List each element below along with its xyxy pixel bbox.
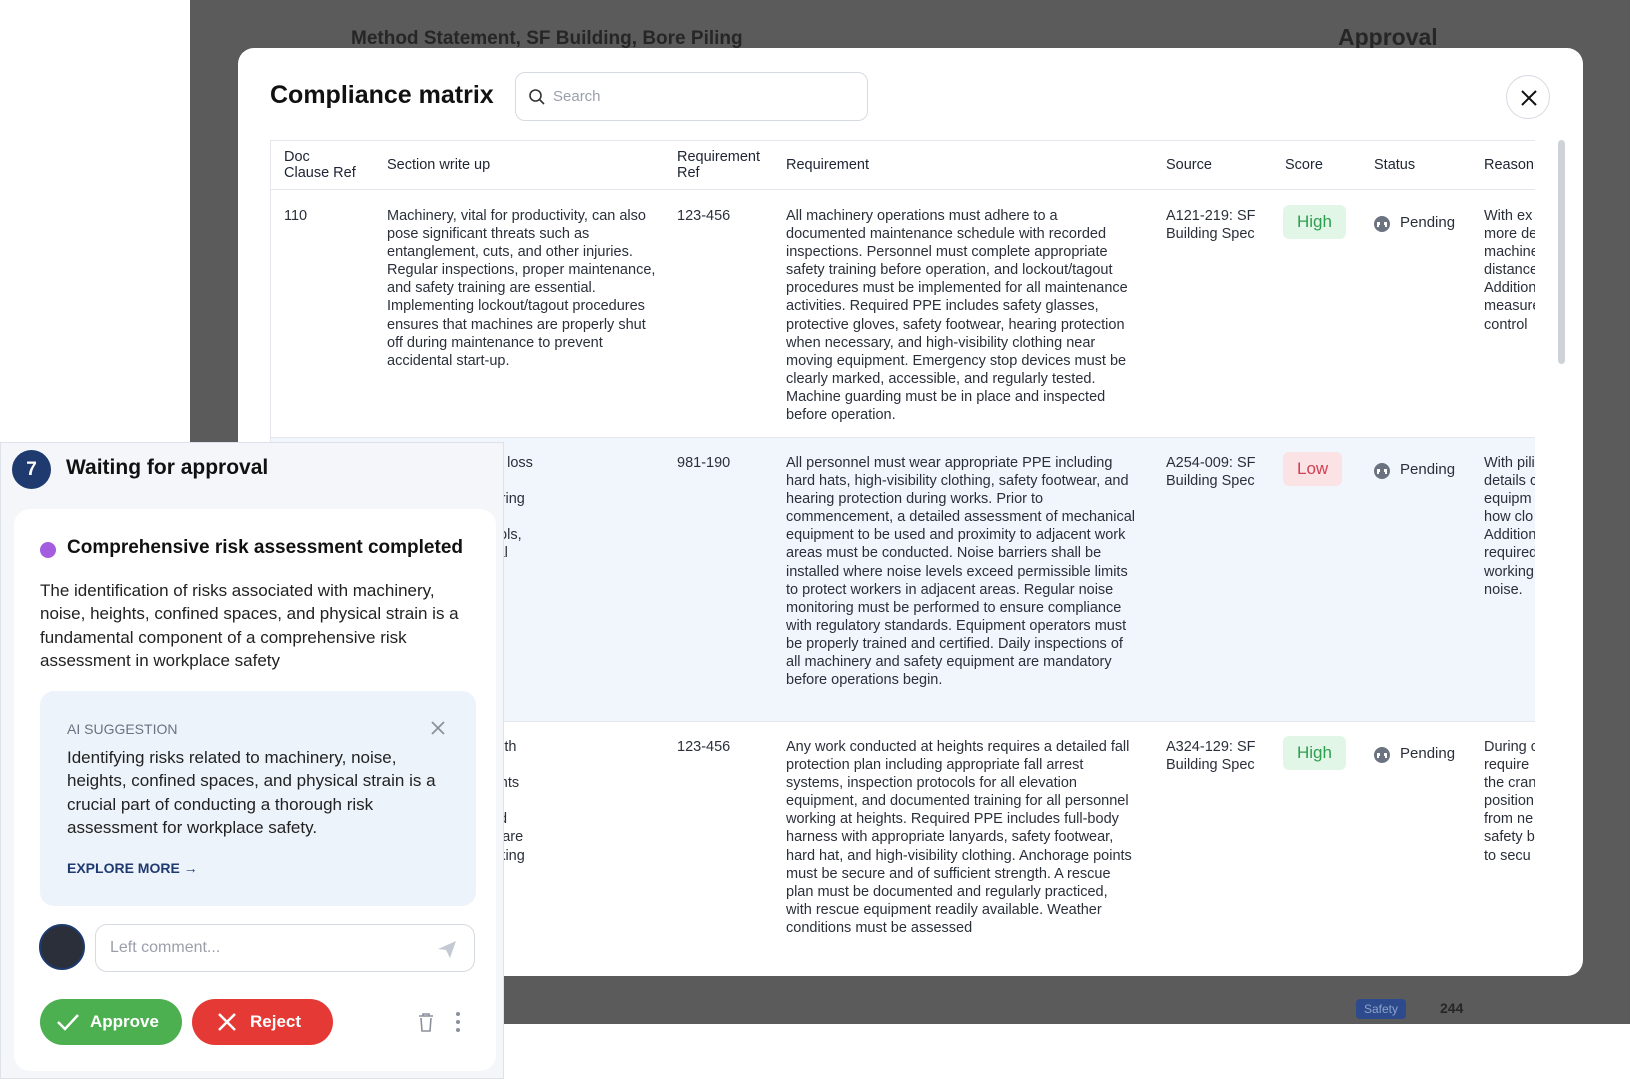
panel-heading: Waiting for approval [66, 456, 269, 479]
reject-label: Reject [250, 1012, 302, 1031]
column-header: Doc Clause Ref [284, 149, 356, 181]
status-dot [40, 542, 56, 558]
status-text: Pending [1400, 461, 1456, 478]
send-icon[interactable] [436, 938, 458, 960]
reject-button[interactable]: Reject [192, 999, 333, 1045]
explore-link[interactable]: EXPLORE MORE → [67, 860, 198, 876]
cell: A121-219: SF Building Spec [1166, 208, 1256, 243]
column-header: Requirement Ref [677, 149, 761, 181]
approval-panel: 7 Waiting for approval Comprehensive ris… [0, 442, 504, 1079]
status-icon [1374, 463, 1390, 479]
more-icon[interactable] [454, 1011, 462, 1033]
cell: A254-009: SF Building Spec [1166, 455, 1256, 490]
status-text: Pending [1400, 214, 1456, 231]
search-icon [529, 89, 545, 105]
cell: 110 [284, 208, 308, 224]
cell: 123-456 [677, 739, 731, 755]
modal-title: Compliance matrix [270, 81, 494, 109]
check-icon [57, 1014, 79, 1031]
column-header: Reasoni [1484, 157, 1535, 173]
avatar [39, 924, 85, 970]
cell: A324-129: SF Building Spec [1166, 739, 1256, 774]
status-icon [1374, 216, 1390, 232]
score-badge: High [1283, 736, 1346, 770]
cell: With ex more de machine distance Additio… [1484, 208, 1535, 333]
count: 244 [1440, 1000, 1464, 1016]
panel-title: Approval [1338, 24, 1438, 50]
column-header: Score [1285, 157, 1323, 173]
approval-card: Comprehensive risk assessment completed … [14, 509, 496, 1071]
dismiss-icon[interactable] [429, 719, 447, 737]
close-button[interactable] [1506, 75, 1550, 119]
cell: With pili details c equipm how clo Addit… [1484, 455, 1535, 598]
item-title: Comprehensive risk assessment completed [67, 537, 464, 558]
header-row [271, 141, 1535, 190]
cell: Any work conducted at heights requires a… [786, 739, 1132, 936]
scrollbar [1558, 140, 1565, 364]
cell: During c require the cran position from … [1484, 739, 1535, 864]
step-number: 7 [12, 450, 51, 489]
search-placeholder: Search [553, 88, 601, 105]
ai-text: Identifying risks related to machinery, … [67, 748, 436, 837]
item-description: The identification of risks associated w… [40, 581, 459, 670]
status-text: Pending [1400, 745, 1456, 762]
search-box[interactable]: Search [515, 72, 868, 121]
comment-input[interactable]: Left comment... [95, 924, 475, 972]
column-header: Status [1374, 157, 1416, 173]
cell: 981-190 [677, 455, 731, 471]
approve-label: Approve [90, 1012, 159, 1031]
ai-suggestion: AI SUGGESTION Identifying risks related … [40, 691, 476, 906]
cell: 123-456 [677, 208, 731, 224]
approve-button[interactable]: Approve [40, 999, 182, 1045]
score-badge: High [1283, 205, 1346, 239]
tag: Safety [1356, 999, 1407, 1019]
close-icon [1521, 90, 1537, 106]
delete-icon[interactable] [417, 1012, 435, 1032]
x-icon [218, 1013, 236, 1031]
column-header: Requirement [786, 157, 870, 173]
column-header: Source [1166, 157, 1212, 173]
ai-label: AI SUGGESTION [67, 721, 178, 737]
document-title: Method Statement, SF Building, Bore Pili… [351, 28, 743, 49]
column-header: Section write up [387, 157, 491, 173]
score-badge: Low [1283, 452, 1343, 486]
cell: Machinery, vital for productivity, can a… [387, 208, 656, 369]
cell: All personnel must wear appropriate PPE … [786, 455, 1135, 689]
cell: All machinery operations must adhere to … [786, 208, 1128, 424]
comment-placeholder: Left comment... [110, 939, 221, 956]
status-icon [1374, 747, 1390, 763]
